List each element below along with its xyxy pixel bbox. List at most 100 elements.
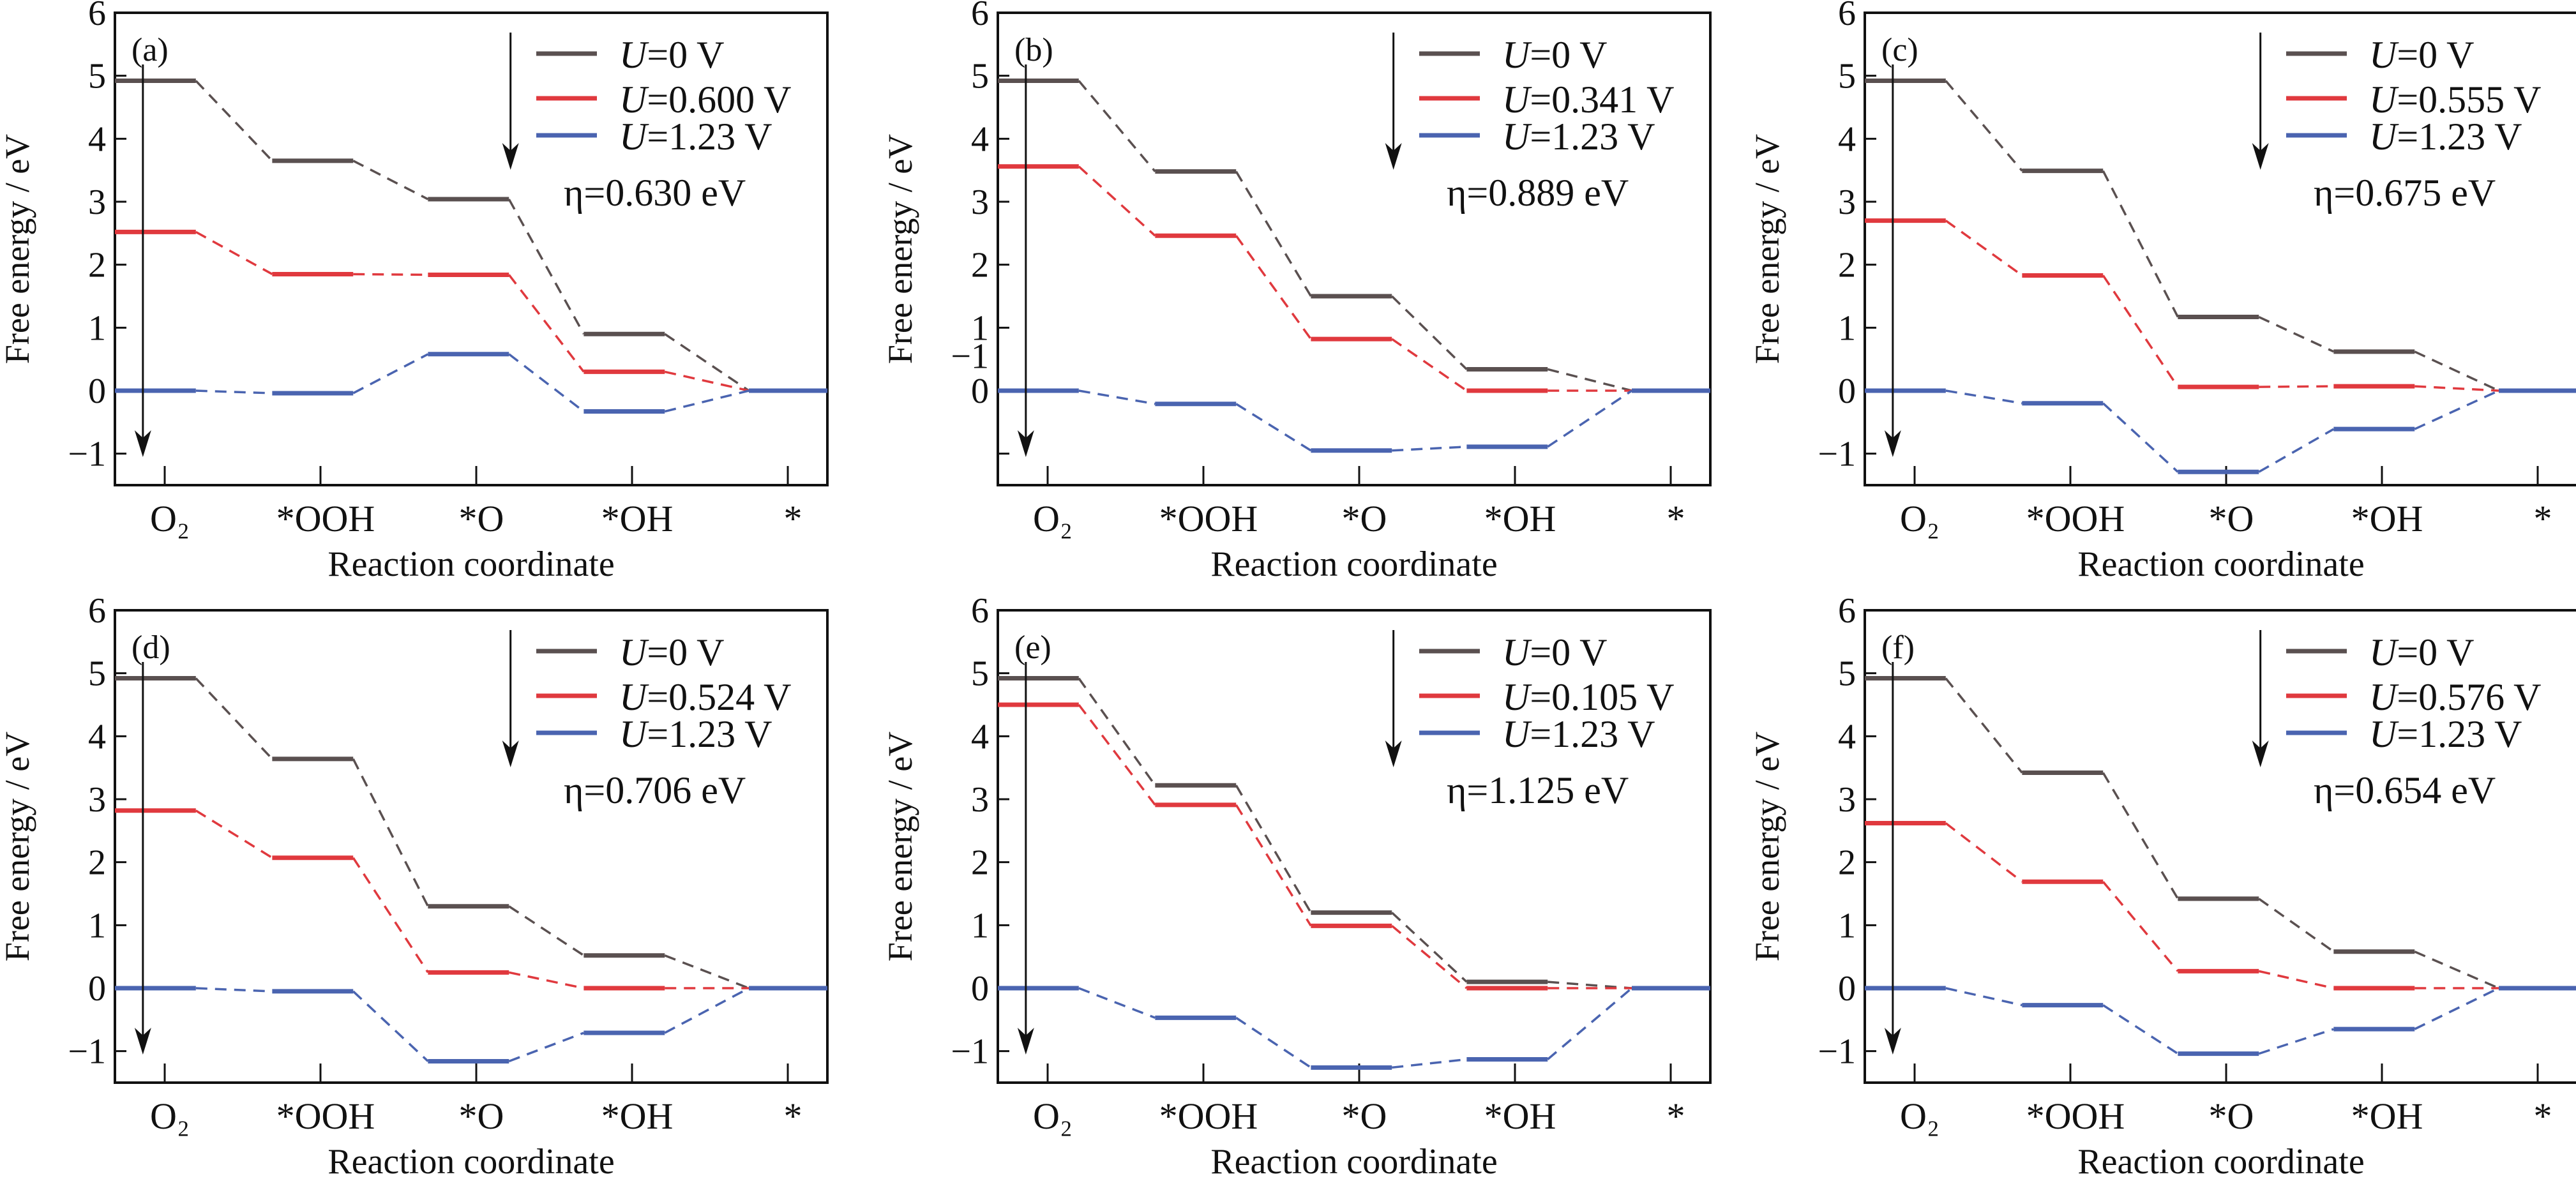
connector-dash (1945, 987, 2022, 1007)
connector-dash (1078, 80, 1156, 172)
y-tick-label: 0 (88, 969, 106, 1009)
legend-arrow-head (502, 740, 519, 767)
connector-dash (664, 333, 749, 392)
connector-dash (2102, 881, 2179, 972)
legend-label: U=0 V (2369, 631, 2474, 673)
legend-label: U=1.23 V (2369, 713, 2522, 755)
connector-dash (2102, 402, 2179, 473)
legend-arrow-head (1385, 740, 1402, 767)
panel-label: (b) (1014, 32, 1053, 68)
connector-dash (352, 758, 429, 907)
connector-dash (1391, 924, 1468, 989)
series-2 (998, 986, 1710, 1070)
overpotential-annotation: η=0.675 eV (2314, 172, 2496, 214)
connector-dash (2258, 315, 2335, 353)
legend-label: U=0 V (619, 631, 724, 673)
connector-dash (2258, 1028, 2334, 1055)
connector-dash (508, 905, 585, 957)
connector-dash (195, 80, 273, 162)
panel-label: (a) (132, 32, 169, 68)
connector-dash (2258, 428, 2335, 473)
legend-label-italic: U (1502, 116, 1532, 158)
panel-label: (f) (1881, 629, 1915, 666)
chart-panel-c: −1 0 1 2 3 4 5 6 O₂ *OOH *O *OH * Reaction coordinate… (1748, 0, 2576, 584)
legend-label-rest: =0.555 V (2397, 79, 2541, 121)
legend-label: U=0.576 V (2369, 676, 2541, 718)
x-tick-label: O₂ (1900, 1095, 1940, 1137)
y-axis-title: Free energy / eV (881, 134, 919, 364)
y-tick-label: 3 (88, 183, 106, 222)
connector-dash (664, 370, 749, 392)
overpotential-annotation: η=0.889 eV (1447, 172, 1629, 214)
plot-frame (997, 11, 1712, 486)
legend-label: U=1.23 V (619, 116, 772, 158)
y-tick-label: 3 (971, 780, 989, 820)
legend-label-italic: U (2369, 631, 2399, 673)
x-tick-label: *OH (2351, 1095, 2423, 1137)
legend-label-italic: U (1502, 631, 1532, 673)
legend-arrow-head (1385, 143, 1402, 170)
connector-dash (1078, 987, 1156, 1019)
connector-dash (195, 230, 273, 275)
x-tick-label: O₂ (1900, 498, 1940, 539)
connector-dash (352, 990, 429, 1062)
left-arrow-head (1017, 1028, 1034, 1055)
y-tick-label: −1 (951, 337, 989, 377)
connector-dash (1392, 446, 1467, 452)
x-tick-label: O₂ (150, 498, 190, 539)
series-2 (115, 352, 827, 414)
connector-dash (2102, 274, 2179, 388)
legend-label-rest: =0.341 V (1530, 79, 1674, 121)
y-axis-title: Free energy / eV (1748, 732, 1786, 961)
panel-label: (c) (1881, 32, 1918, 68)
y-tick-label: 0 (971, 372, 989, 411)
series-1 (1865, 820, 2576, 991)
legend-label-rest: =0 V (2397, 34, 2474, 76)
legend-label-rest: =1.23 V (1530, 116, 1655, 158)
legend-label: U=0 V (2369, 34, 2474, 76)
connector-dash (1391, 912, 1468, 983)
connector-dash (2102, 170, 2179, 318)
x-tick-label: O₂ (1033, 1095, 1073, 1137)
x-tick-label: *O (1342, 1095, 1387, 1137)
connector-dash (2102, 1004, 2179, 1055)
y-tick-label: −1 (1818, 435, 1856, 474)
y-tick-label: −1 (951, 1032, 989, 1072)
connector-dash (2259, 385, 2334, 388)
connector-dash (195, 809, 273, 859)
y-axis-title: Free energy / eV (0, 134, 36, 364)
left-arrow-head (134, 1028, 151, 1055)
legend-label-italic: U (619, 713, 649, 755)
overpotential-annotation: η=1.125 eV (1447, 769, 1629, 811)
x-tick-label: *OOH (276, 1095, 375, 1137)
x-tick-label: *O (2209, 498, 2254, 539)
connector-dash (195, 389, 273, 395)
legend-label: U=0.341 V (1502, 79, 1674, 121)
y-tick-label: 6 (971, 591, 989, 631)
legend-label-italic: U (1502, 79, 1532, 121)
y-tick-label: 2 (1838, 843, 1856, 883)
legend-label: U=0.524 V (619, 676, 791, 718)
y-tick-label: 0 (1838, 969, 1856, 1009)
x-tick-label: O₂ (150, 1095, 190, 1137)
connector-dash (2414, 951, 2499, 989)
connector-dash (664, 987, 749, 1034)
legend-label: U=0 V (1502, 34, 1607, 76)
connector-dash (1547, 368, 1632, 392)
y-tick-label: 1 (971, 308, 989, 348)
y-tick-label: 2 (88, 246, 106, 285)
legend-label: U=0.105 V (1502, 676, 1674, 718)
legend-label-italic: U (619, 34, 649, 76)
y-tick-label: 4 (1838, 717, 1856, 756)
series-1 (1865, 218, 2576, 393)
y-tick-label: −1 (1818, 1032, 1856, 1072)
connector-dash (2258, 970, 2334, 989)
y-tick-label: 6 (1838, 0, 1856, 33)
connector-dash (1945, 80, 2023, 172)
y-tick-label: −1 (68, 1032, 106, 1072)
legend-label-rest: =1.23 V (647, 116, 772, 158)
y-tick-label: 5 (1838, 57, 1856, 96)
connector-dash (508, 1032, 584, 1063)
legend-label-italic: U (1502, 676, 1532, 718)
plot-frame (997, 609, 1712, 1084)
